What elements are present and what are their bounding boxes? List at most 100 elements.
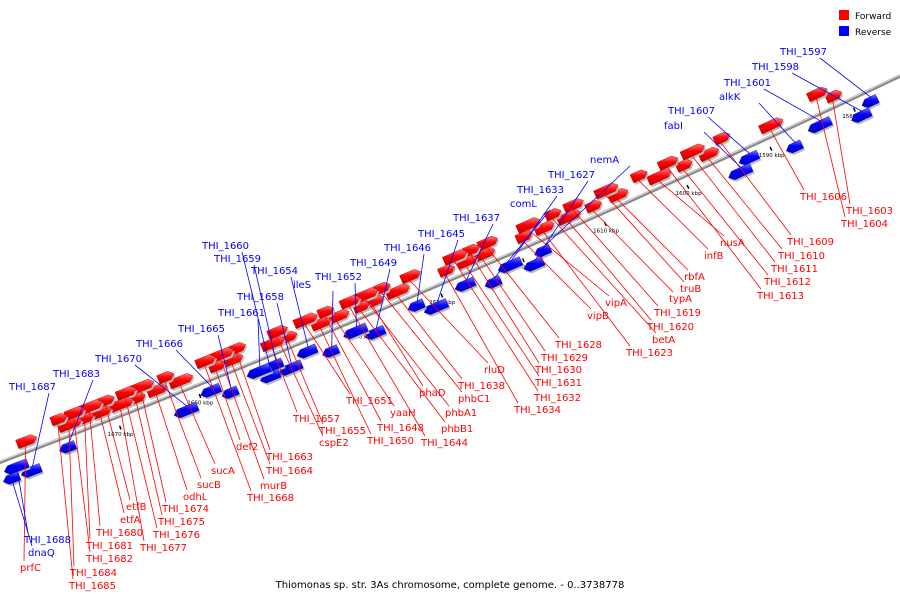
gene-label-forward[interactable]: THI_1619 (653, 308, 701, 319)
gene-THI_1601[interactable] (807, 116, 833, 134)
gene-prfC[interactable] (15, 434, 38, 449)
gene-label-forward[interactable]: prfC (20, 563, 41, 574)
gene-label-forward[interactable]: THI_1651 (345, 396, 393, 407)
gene-label-reverse[interactable]: THI_1687 (8, 382, 56, 393)
gene-label-reverse[interactable]: THI_1688 (23, 535, 71, 546)
gene-THI_1666[interactable] (200, 382, 223, 398)
gene-label-forward[interactable]: phbB1 (441, 424, 473, 435)
gene-label-forward[interactable]: THI_1628 (554, 340, 602, 351)
gene-label-reverse[interactable]: THI_1637 (452, 213, 500, 224)
gene-label-reverse[interactable]: THI_1649 (349, 258, 397, 269)
gene-alkK[interactable] (786, 139, 804, 154)
gene-label-reverse[interactable]: THI_1665 (177, 324, 225, 335)
gene-THI_1654[interactable] (296, 343, 319, 359)
gene-label-forward[interactable]: THI_1631 (534, 378, 582, 389)
gene-THI_1661[interactable] (246, 362, 273, 380)
gene-label-forward[interactable]: phbC1 (458, 394, 490, 405)
gene-label-reverse[interactable]: THI_1652 (314, 272, 362, 283)
gene-label-forward[interactable]: THI_1632 (533, 393, 581, 404)
gene-label-reverse[interactable]: THI_1627 (547, 170, 595, 181)
gene-THI_1651[interactable] (292, 312, 318, 329)
gene-label-reverse[interactable]: THI_1645 (417, 229, 465, 240)
gene-rluD[interactable] (399, 269, 421, 285)
gene-THI_1645[interactable] (423, 298, 450, 315)
gene-label-forward[interactable]: infB (704, 251, 724, 262)
gene-label-forward[interactable]: THI_1680 (95, 528, 143, 539)
gene-label-forward[interactable]: phaD (419, 388, 446, 399)
gene-label-forward[interactable]: phbA1 (445, 408, 477, 419)
gene-label-forward[interactable]: THI_1681 (85, 541, 133, 552)
gene-label-forward[interactable]: THI_1664 (265, 466, 313, 477)
gene-label-forward[interactable]: THI_1629 (540, 353, 588, 364)
gene-label-reverse[interactable]: THI_1654 (250, 266, 298, 277)
gene-label-forward[interactable]: THI_1603 (845, 206, 893, 217)
gene-label-reverse[interactable]: THI_1670 (94, 354, 142, 365)
gene-label-forward[interactable]: def2 (236, 442, 258, 453)
gene-THI_1613[interactable] (656, 155, 679, 171)
gene-label-forward[interactable]: THI_1675 (157, 517, 205, 528)
gene-label-forward[interactable]: THI_1684 (69, 568, 117, 579)
gene-label-forward[interactable]: THI_1620 (646, 322, 694, 333)
gene-label-forward[interactable]: THI_1674 (161, 504, 209, 515)
gene-cspE2[interactable] (266, 324, 288, 340)
gene-label-reverse[interactable]: THI_1666 (135, 339, 183, 350)
gene-label-forward[interactable]: THI_1657 (292, 414, 340, 425)
gene-THI_1683[interactable] (59, 440, 78, 454)
gene-label-forward[interactable]: THI_1655 (318, 426, 366, 437)
gene-label-forward[interactable]: THI_1613 (756, 291, 804, 302)
gene-label-reverse[interactable]: THI_1659 (213, 254, 261, 265)
gene-vipB[interactable] (514, 230, 533, 245)
gene-label-forward[interactable]: THI_1623 (625, 348, 673, 359)
gene-label-reverse[interactable]: THI_1646 (383, 243, 431, 254)
gene-label-forward[interactable]: sucA (211, 466, 235, 477)
gene-label-reverse[interactable]: ileS (293, 280, 311, 291)
gene-infB[interactable] (629, 169, 648, 184)
gene-label-forward[interactable]: yaaH (390, 408, 416, 419)
gene-label-reverse[interactable]: THI_1683 (52, 369, 100, 380)
gene-THI_1646[interactable] (407, 298, 426, 312)
gene-label-forward[interactable]: vipA (605, 298, 627, 309)
gene-label-forward[interactable]: THI_1630 (534, 365, 582, 376)
gene-label-forward[interactable]: truB (680, 284, 701, 295)
gene-dnaQ[interactable] (3, 471, 22, 485)
gene-label-reverse[interactable]: dnaQ (28, 548, 55, 559)
gene-typA[interactable] (584, 199, 602, 214)
gene-label-forward[interactable]: etfA (120, 515, 141, 526)
gene-THI_1637[interactable] (454, 276, 477, 292)
gene-label-reverse[interactable]: THI_1601 (723, 78, 771, 89)
gene-label-forward[interactable]: THI_1611 (770, 264, 818, 275)
gene-THI_1627[interactable] (523, 256, 546, 272)
gene-label-reverse[interactable]: alkK (719, 92, 741, 103)
gene-THI_1597[interactable] (861, 94, 880, 108)
gene-THI_1648[interactable] (316, 305, 335, 320)
gene-label-reverse[interactable]: fabI (664, 121, 683, 132)
gene-THI_1676[interactable] (114, 386, 137, 401)
gene-label-forward[interactable]: THI_1604 (840, 219, 888, 230)
gene-label-forward[interactable]: rluD (484, 365, 505, 376)
gene-THI_1619[interactable] (562, 198, 584, 214)
gene-vipA[interactable] (515, 217, 541, 235)
gene-comL[interactable] (484, 275, 503, 289)
gene-truB[interactable] (593, 182, 619, 200)
gene-label-reverse[interactable]: THI_1661 (217, 308, 265, 319)
gene-THI_1634[interactable] (437, 264, 456, 278)
gene-label-reverse[interactable]: THI_1660 (201, 241, 249, 252)
gene-label-forward[interactable]: THI_1638 (457, 381, 505, 392)
gene-label-forward[interactable]: THI_1663 (265, 452, 313, 463)
gene-label-reverse[interactable]: THI_1633 (516, 185, 564, 196)
gene-fabI[interactable] (728, 162, 754, 180)
gene-label-forward[interactable]: THI_1677 (139, 543, 187, 554)
gene-THI_1688[interactable] (3, 458, 30, 475)
gene-label-forward[interactable]: cspE2 (319, 438, 349, 449)
gene-label-forward[interactable]: betA (652, 335, 675, 346)
gene-THI_1685[interactable] (49, 413, 68, 427)
gene-label-forward[interactable]: THI_1609 (786, 237, 834, 248)
gene-label-reverse[interactable]: comL (510, 199, 537, 210)
gene-THI_1632[interactable] (442, 249, 468, 266)
gene-label-forward[interactable]: vipB (587, 311, 609, 322)
gene-THI_1668[interactable] (194, 354, 216, 370)
gene-THI_1604[interactable] (806, 86, 828, 103)
gene-label-forward[interactable]: THI_1648 (376, 423, 424, 434)
gene-THI_1606[interactable] (758, 117, 784, 135)
gene-label-forward[interactable]: odhL (183, 492, 208, 503)
